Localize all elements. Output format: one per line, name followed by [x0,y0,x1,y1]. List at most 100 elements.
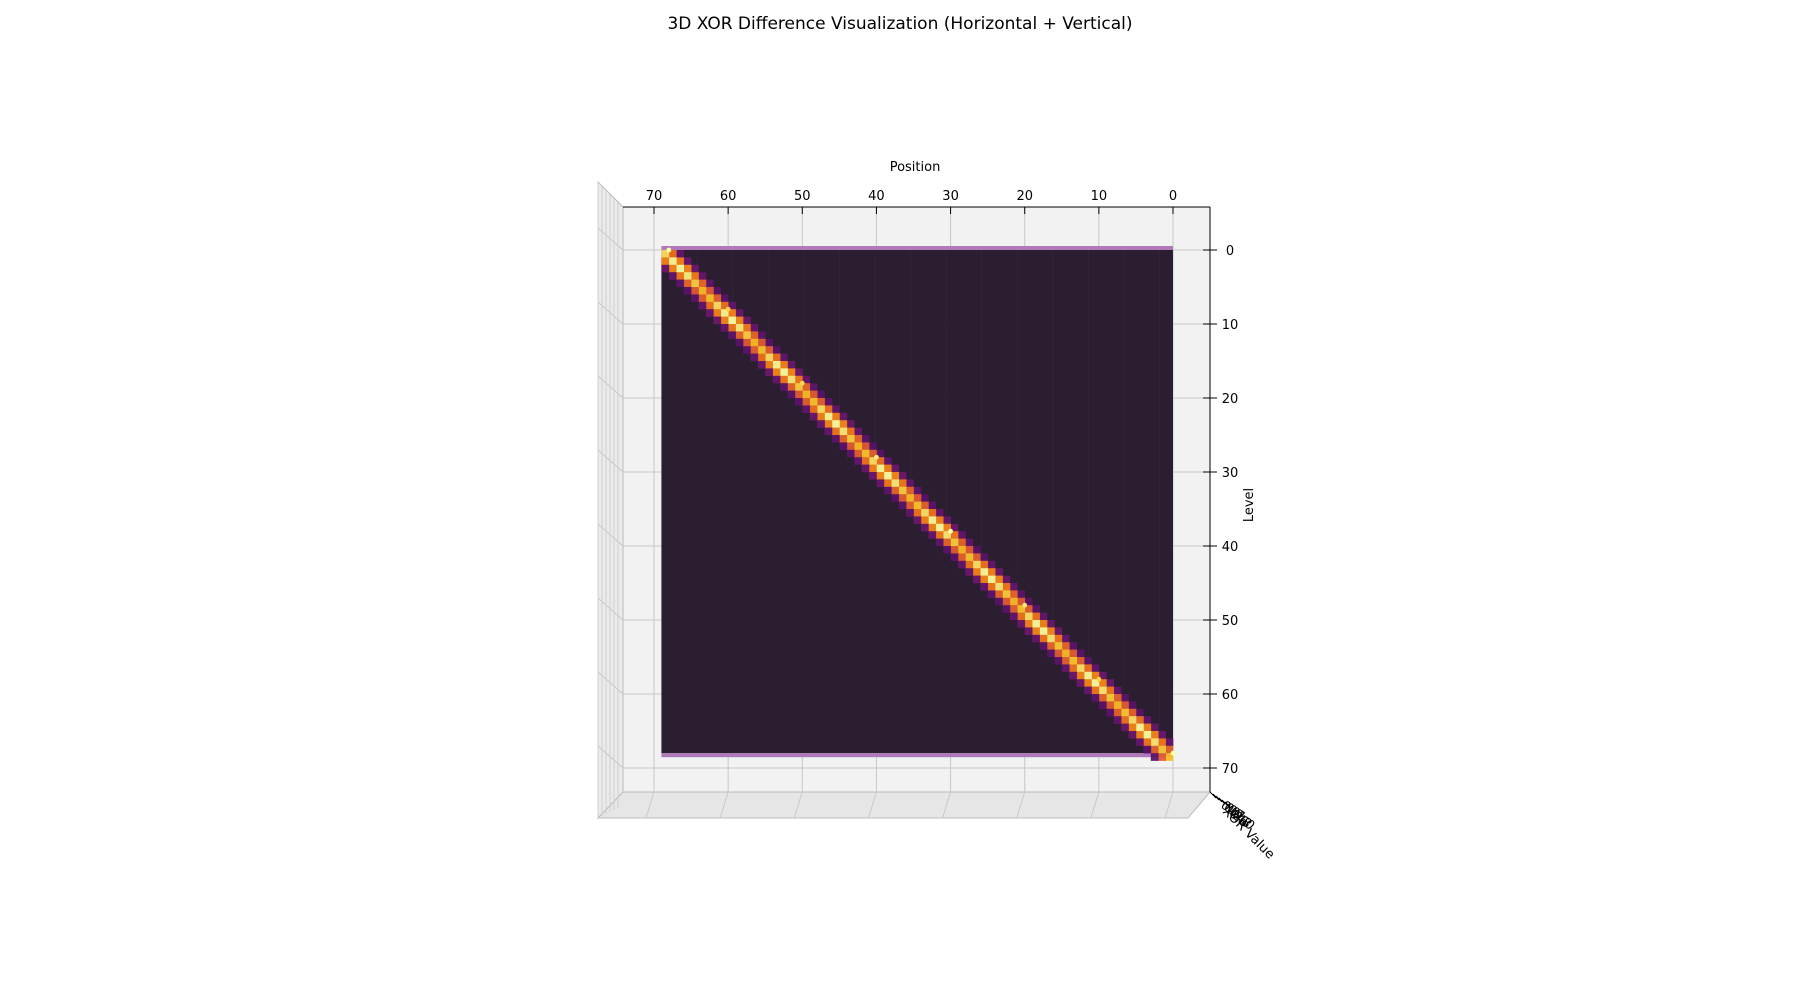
surface-cell [1158,745,1166,754]
surface-cell [676,250,685,258]
surface-cell [824,412,833,421]
z-tick [1209,791,1217,799]
surface-cell [757,353,766,362]
surface-cell [728,324,736,332]
surface-cell [906,486,914,495]
surface-cell [1009,597,1018,606]
surface-cell [787,375,796,384]
surface-cell [1017,620,1026,628]
surface-cell [861,442,870,451]
surface-cell [691,264,699,273]
surface-cell [750,346,759,354]
surface-cell [972,560,981,569]
surface-cell [1032,634,1040,643]
surface-cell [1039,612,1048,621]
surface-cell [869,442,877,451]
surface-cell [1069,657,1077,665]
surface-cell [772,375,781,384]
y-tick-label: 10 [1222,318,1239,333]
surface-cell [1091,679,1100,687]
surface-cell [691,279,699,288]
surface-cell [980,583,989,591]
surface-cell [720,324,729,332]
surface-cell [1061,642,1070,650]
surface-cell [780,368,788,377]
z-tick [1224,801,1232,809]
surface-cell [1061,657,1070,665]
surface-cell [1158,731,1166,739]
surface-cell [698,279,707,288]
grid-line-x-floor [719,791,729,819]
surface-cell [995,575,1003,584]
surface-cell [1076,649,1085,658]
surface-cell [935,538,944,547]
surface-cell [906,479,914,488]
surface-cell [846,435,855,443]
surface-cell [735,331,744,340]
surface-cell [861,464,870,473]
surface-cell [935,531,944,539]
surface-cell [846,449,855,458]
band-peak [725,306,731,312]
surface-cell [668,272,677,280]
surface-cell [1024,612,1033,621]
surface-cell [1069,664,1077,673]
surface-cell [1002,575,1011,584]
surface-cell [891,486,900,495]
surface-cell [742,324,751,332]
surface-cell [1165,738,1174,747]
surface-cell [995,590,1003,599]
surface-cell [787,368,796,377]
surface-cell [750,324,759,332]
surface-cell [965,546,974,554]
x-tick-label: 30 [942,189,959,204]
surface-cell [809,398,818,406]
surface-cell [1121,716,1129,724]
surface-cell [913,494,922,502]
surface-cell [987,583,996,591]
surface-cell [683,264,692,273]
surface-cell [750,338,759,347]
surface-cell [713,294,722,303]
surface-cell [913,509,922,517]
surface-cell [861,435,870,443]
xor-surface [661,246,1176,761]
grid-line-x-floor [793,791,803,819]
surface-cell [950,531,959,539]
surface-cell [831,435,840,443]
surface-cell [1046,620,1055,628]
surface-cell [757,331,766,340]
surface-cell [794,390,803,399]
surface-cell [1121,701,1129,710]
surface-cell [787,383,796,391]
surface-cell [720,301,729,310]
surface-cell [839,412,848,421]
surface-cell [928,501,937,510]
surface-cell [1017,605,1026,613]
surface-cell [772,368,781,377]
surface-cell [913,501,922,510]
surface-cell [705,287,714,295]
surface-cell [1054,627,1063,636]
surface-cell [1150,753,1159,761]
surface-cell [824,420,833,428]
surface-cell [1158,738,1166,747]
surface-cell [1113,686,1122,695]
surface-cell [1061,649,1070,658]
surface-cell [757,361,766,369]
surface-cell [1002,583,1011,591]
y-tick-label: 70 [1222,762,1239,777]
x-tick-label: 60 [720,189,737,204]
surface-cell [854,427,862,436]
surface-cell [772,361,781,369]
surface-cell [661,264,670,273]
surface-cell [1091,671,1100,680]
surface-cell [809,405,818,414]
surface-cell [698,287,707,295]
surface-cell [742,346,751,354]
surface-cell [943,531,951,539]
surface-cell [750,353,759,362]
surface-cell [920,516,929,525]
surface-cell [698,272,707,280]
